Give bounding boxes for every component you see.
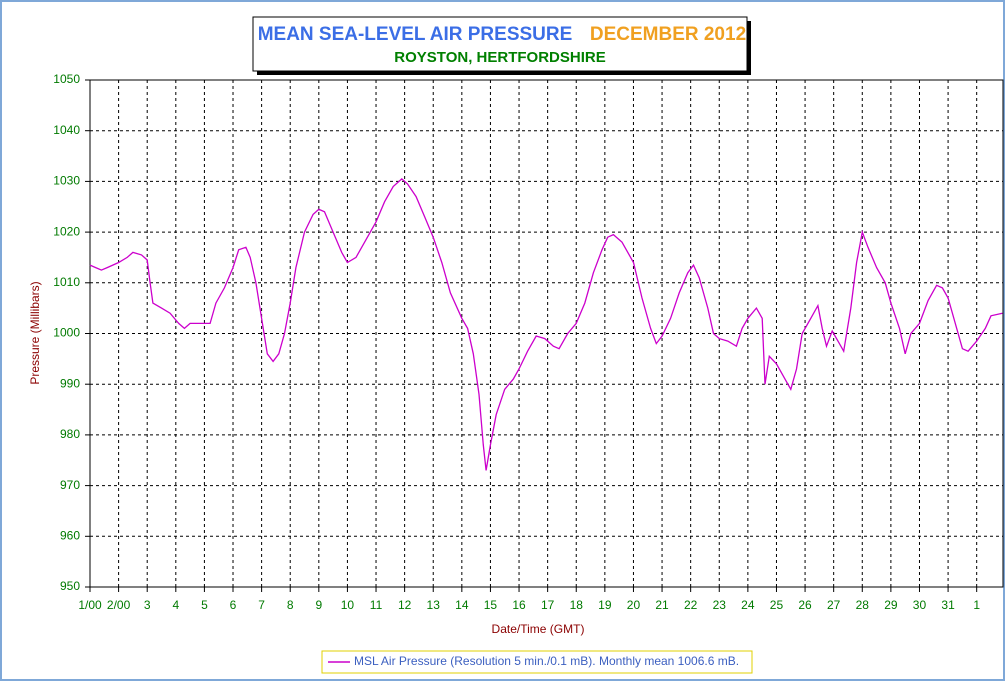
y-tick-label: 990 (60, 376, 80, 390)
x-tick-label: 25 (770, 598, 784, 612)
x-tick-label: 6 (230, 598, 237, 612)
chart-subtitle: ROYSTON, HERTFORDSHIRE (394, 49, 605, 66)
y-tick-label: 970 (60, 478, 80, 492)
x-tick-label: 26 (798, 598, 812, 612)
y-tick-label: 1010 (53, 275, 80, 289)
x-tick-label: 7 (258, 598, 265, 612)
y-tick-label: 950 (60, 579, 80, 593)
x-tick-label: 30 (913, 598, 927, 612)
x-tick-label: 31 (941, 598, 955, 612)
x-tick-label: 27 (827, 598, 841, 612)
data-line (89, 178, 1003, 471)
y-tick-label: 1030 (53, 174, 80, 188)
y-tick-label: 1050 (53, 72, 80, 86)
x-tick-label: 2/00 (107, 598, 131, 612)
y-axis-label: Pressure (Millibars) (28, 281, 42, 384)
x-tick-label: 5 (201, 598, 208, 612)
x-tick-label: 15 (484, 598, 498, 612)
x-tick-label: 14 (455, 598, 469, 612)
chart-title: MEAN SEA-LEVEL AIR PRESSURE (258, 24, 573, 45)
x-tick-label: 11 (370, 598, 383, 612)
x-tick-label: 1 (973, 598, 980, 612)
x-tick-label: 16 (512, 598, 526, 612)
x-tick-label: 12 (398, 598, 412, 612)
legend-box (321, 650, 753, 674)
y-tick-label: 1040 (53, 123, 80, 137)
x-tick-label: 8 (287, 598, 294, 612)
y-tick-label: 960 (60, 528, 80, 542)
legend-label: MSL Air Pressure (Resolution 5 min./0.1 … (354, 654, 739, 668)
x-tick-label: 4 (172, 598, 179, 612)
y-tick-label: 980 (60, 427, 80, 441)
x-axis-label: Date/Time (GMT) (492, 622, 585, 636)
x-tick-label: 28 (856, 598, 870, 612)
x-tick-label: 17 (541, 598, 555, 612)
x-tick-label: 21 (655, 598, 669, 612)
legend: MSL Air Pressure (Resolution 5 min./0.1 … (321, 650, 753, 674)
x-tick-label: 23 (713, 598, 727, 612)
title-box (252, 16, 748, 72)
x-tick-label: 20 (627, 598, 641, 612)
x-tick-label: 1/00 (78, 598, 102, 612)
x-tick-label: 10 (341, 598, 355, 612)
x-tick-label: 18 (570, 598, 584, 612)
x-tick-label: 13 (427, 598, 441, 612)
chart-title-period: DECEMBER 2012 (590, 24, 746, 45)
y-tick-label: 1020 (53, 224, 80, 238)
x-tick-label: 9 (315, 598, 322, 612)
x-tick-label: 19 (598, 598, 612, 612)
x-tick-label: 24 (741, 598, 755, 612)
x-tick-label: 29 (884, 598, 898, 612)
y-tick-label: 1000 (53, 326, 80, 340)
x-tick-label: 22 (684, 598, 698, 612)
x-tick-label: 3 (144, 598, 151, 612)
